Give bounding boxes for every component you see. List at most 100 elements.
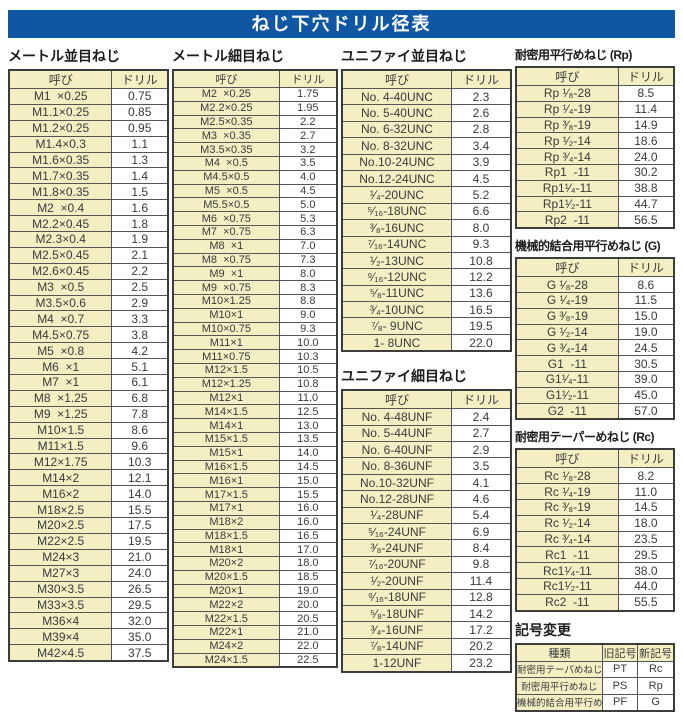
table-row: ⁵⁄₁₆-24UNF 6.9 [341,522,512,541]
column-metric-coarse: メートル並目ねじ 呼び ドリル M1 ×0.25 0.75 M1.1×0.25 0.8… [8,43,169,663]
name-cell: ³⁄₄-16UNF [341,621,452,639]
table-row: M1.2×0.25 0.95 [8,119,169,137]
drill-cell: 0.95 [111,119,169,137]
drill-cell: 1.4 [111,167,169,185]
table-row: M8 ×1.25 6.8 [8,389,169,407]
name-cell: No.12-28UNF [341,490,452,508]
drill-cell: 38.0 [617,562,675,579]
name-cell: Rc ³⁄₄-14 [515,530,619,548]
table-row: No. 5-40UNC 2.6 [341,104,512,122]
table-row: M1.8×0.35 1.5 [8,183,169,201]
table-row: No. 8-32UNC 3.4 [341,137,512,155]
table-row: M12×1.25 10.8 [172,376,338,392]
header-row: 呼び ドリル [172,69,338,88]
table-row: No. 5-44UNF 2.7 [341,424,512,443]
table-row: M18×2.5 15.5 [8,501,169,519]
drill-cell: 2.9 [111,294,169,312]
column-header-drill: ドリル [450,389,512,410]
name-cell: M27×3 [8,564,113,582]
drill-cell: 5.0 [278,197,338,213]
name-cell: Rc ¹⁄₄-19 [515,483,619,500]
drill-cell: 10.8 [278,376,338,392]
drill-cell: 2.4 [450,408,512,426]
table-row: M4.5×0.75 3.8 [8,326,169,344]
name-cell: Rp ¹⁄₄-19 [515,100,619,118]
name-cell: M3 ×0.5 [8,278,113,296]
drill-cell: 44.0 [617,577,675,595]
name-cell: M20×1.5 [172,569,280,585]
table-row: M4.5×0.5 4.0 [172,169,338,185]
name-cell: M22×2 [172,597,280,613]
section-title-rc: 耐密用テーパーめねじ (Rc) [515,430,655,445]
table-row: M7 ×1 6.1 [8,374,169,391]
table-row: M8 ×0.75 7.3 [172,252,338,268]
table-row: M10×1.5 8.6 [8,421,169,439]
name-cell: M5 ×0.5 [172,183,280,199]
drill-cell: 5.4 [450,506,512,524]
name-cell: G ³⁄₄-14 [515,339,619,357]
name-cell: M15×1.5 [172,431,280,447]
page-title: ねじ下穴ドリル径表 [8,10,675,38]
drill-cell: 6.9 [450,522,512,541]
drill-cell: 14.0 [278,445,338,461]
name-cell: M18×1 [172,542,280,558]
table-row: M10×1 9.0 [172,307,338,323]
name-cell: M18×2.5 [8,501,113,519]
drill-cell: 3.5 [450,457,512,475]
name-cell: M16×2 [8,485,113,503]
drill-cell: 2.2 [278,114,338,130]
name-cell: ⁵⁄₈-11UNC [341,284,452,303]
column-header-old-symbol: 旧記号 [601,643,639,662]
drill-cell: 56.5 [617,211,675,229]
drill-cell: 18.6 [617,132,675,150]
table-row: ⁷⁄₈- 9UNC 19.5 [341,317,512,335]
header-row: 呼び ドリル [515,257,675,278]
table-row: M14×1.5 12.5 [172,404,338,420]
table-row: M11×1.5 9.6 [8,437,169,455]
name-cell: M20×2.5 [8,517,113,534]
table-row: No. 6-40UNF 2.9 [341,441,512,459]
name-cell: M5.5×0.5 [172,197,280,213]
header-row: 呼び ドリル [341,69,512,89]
name-cell: No. 6-40UNF [341,441,452,459]
table-row: No.10-24UNC 3.9 [341,153,512,171]
name-cell: M18×2 [172,514,280,530]
drill-cell: 5.2 [450,186,512,204]
name-cell: M2.2×0.25 [172,100,280,116]
table-row: M20×2 18.0 [172,556,338,571]
drill-cell: 9.3 [450,235,512,253]
table-row: Rc1¹⁄₂-11 44.0 [515,577,675,595]
section-title-metric-fine: メートル細目ねじ [172,48,284,64]
table-row: M2.6×0.45 2.2 [8,262,169,280]
name-cell: Rc1 -11 [515,546,619,564]
name-cell: 耐密用平行めねじ [515,677,603,695]
section-title-unified-coarse: ユニファイ並目ねじ [341,48,467,64]
name-cell: M17×1 [172,500,280,516]
drill-cell: 4.5 [278,183,338,199]
table-row: M2.3×0.4 1.9 [8,231,169,248]
drill-cell: 30.5 [617,355,675,372]
table-row: ¹⁄₄-28UNF 5.4 [341,506,512,524]
name-cell: M17×1.5 [172,487,280,502]
drill-cell: 20.2 [450,637,512,656]
table-row: M1.7×0.35 1.4 [8,167,169,185]
symbol-change-body: 耐密用テーパめねじPTRc耐密用平行めねじPSRp機械的結合用平行めねじPFG [515,660,675,712]
drill-cell: 3.2 [278,142,338,157]
name-cell: M4 ×0.7 [8,310,113,328]
table-row: M20×1 19.0 [172,583,338,599]
drill-cell: 7.3 [278,252,338,268]
name-cell: Rc ³⁄₈-19 [515,498,619,516]
name-cell: ³⁄₈-16UNC [341,219,452,237]
name-cell: M42×4.5 [8,644,113,662]
table-row: ⁷⁄₁₆-14UNC 9.3 [341,235,512,253]
drill-cell: 4.5 [450,169,512,188]
table-row: ³⁄₄-16UNF 17.2 [341,621,512,639]
name-cell: M9 ×1.25 [8,405,113,423]
drill-cell: 30.2 [617,163,675,181]
name-cell: M11×1.5 [8,437,113,455]
table-row: M22×2 20.0 [172,597,338,613]
drill-cell: 1.95 [278,100,338,116]
unified-coarse-table: 呼び ドリル No. 4-40UNC 2.3 No. 5-40UNC 2.6 No. 6… [341,69,512,353]
table-row: M16×1 15.0 [172,473,338,489]
drill-cell: 13.6 [450,284,512,303]
